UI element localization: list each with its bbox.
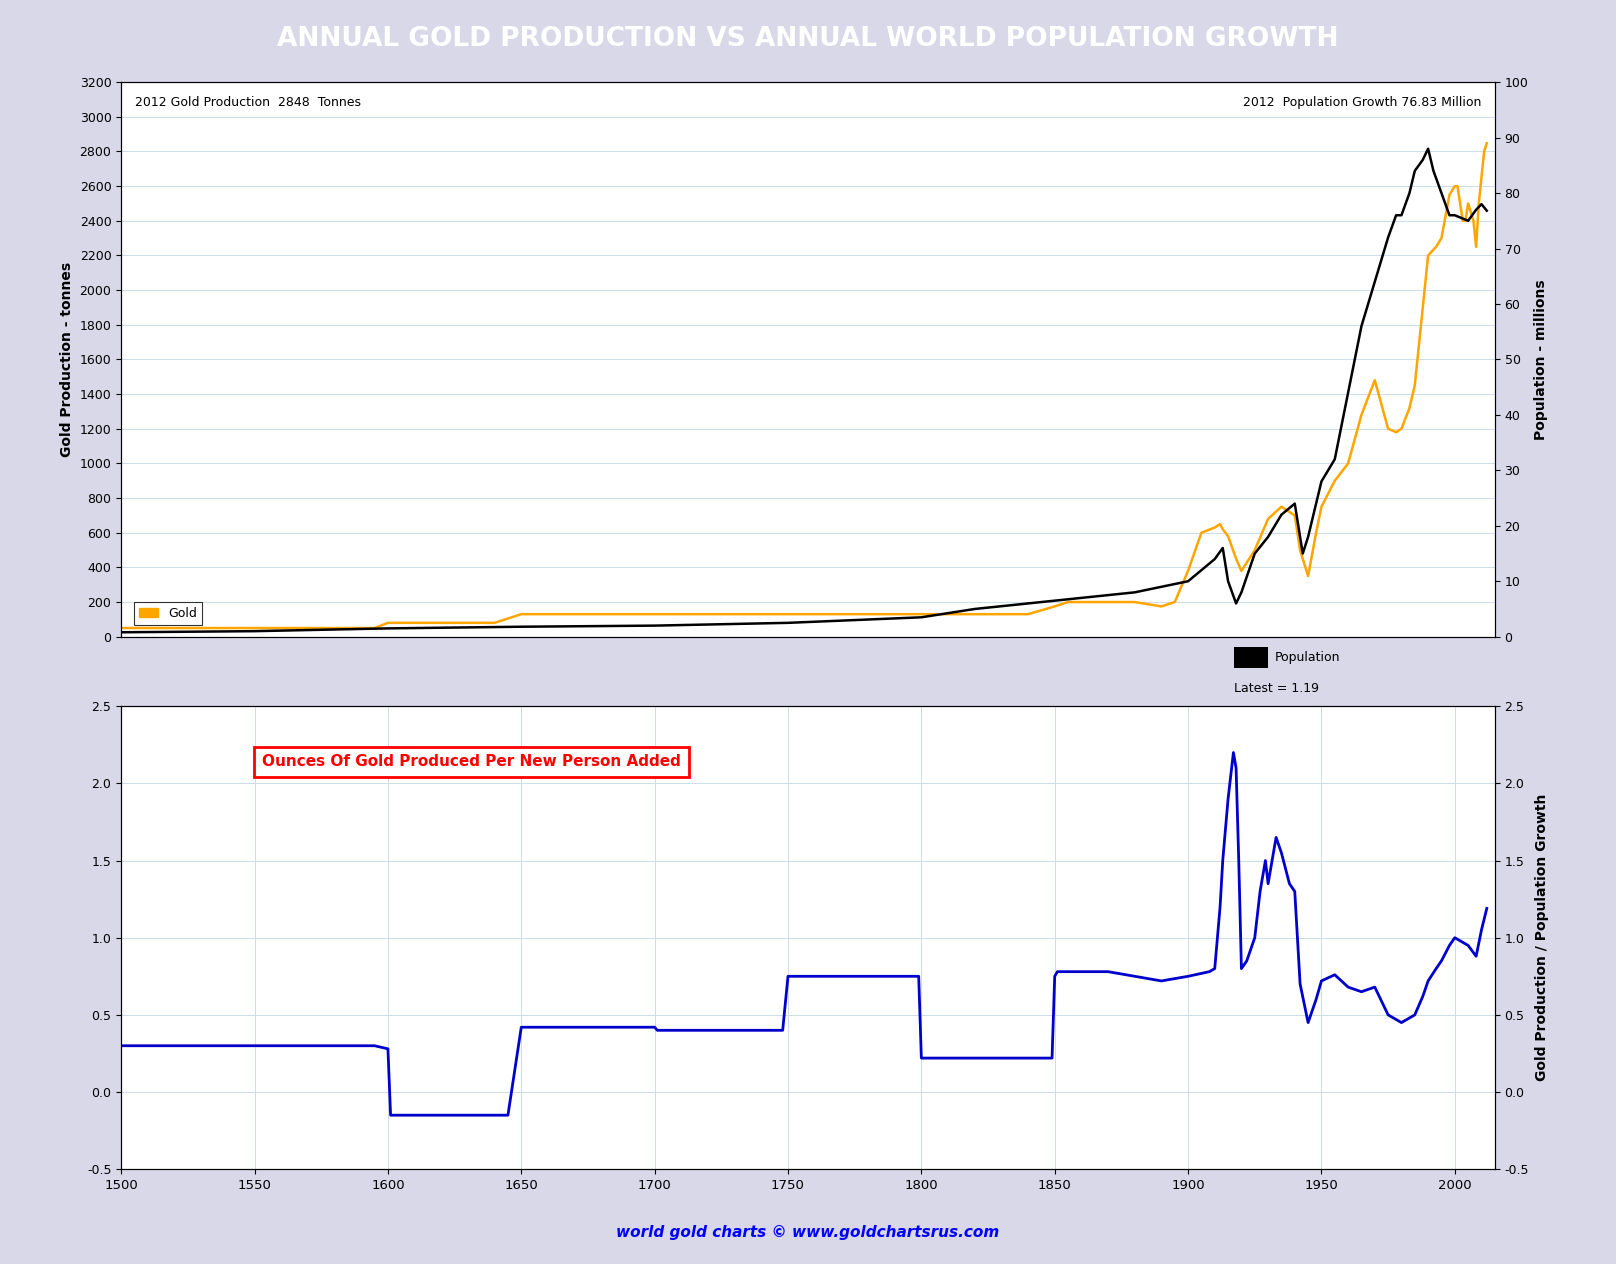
Bar xyxy=(1235,647,1269,667)
Text: world gold charts © www.goldchartsrus.com: world gold charts © www.goldchartsrus.co… xyxy=(616,1225,1000,1240)
Y-axis label: Population - millions: Population - millions xyxy=(1534,279,1548,440)
Text: Latest = 1.19: Latest = 1.19 xyxy=(1235,683,1319,695)
Text: ANNUAL GOLD PRODUCTION VS ANNUAL WORLD POPULATION GROWTH: ANNUAL GOLD PRODUCTION VS ANNUAL WORLD P… xyxy=(278,27,1338,52)
Y-axis label: Gold Production / Population Growth: Gold Production / Population Growth xyxy=(1535,794,1548,1082)
Text: 2012  Population Growth 76.83 Million: 2012 Population Growth 76.83 Million xyxy=(1243,96,1482,109)
Text: Population: Population xyxy=(1275,651,1341,664)
Text: Ounces Of Gold Produced Per New Person Added: Ounces Of Gold Produced Per New Person A… xyxy=(262,755,680,770)
Y-axis label: Gold Production - tonnes: Gold Production - tonnes xyxy=(60,262,74,458)
Legend: Gold: Gold xyxy=(134,602,202,624)
Text: 2012 Gold Production  2848  Tonnes: 2012 Gold Production 2848 Tonnes xyxy=(134,96,360,109)
